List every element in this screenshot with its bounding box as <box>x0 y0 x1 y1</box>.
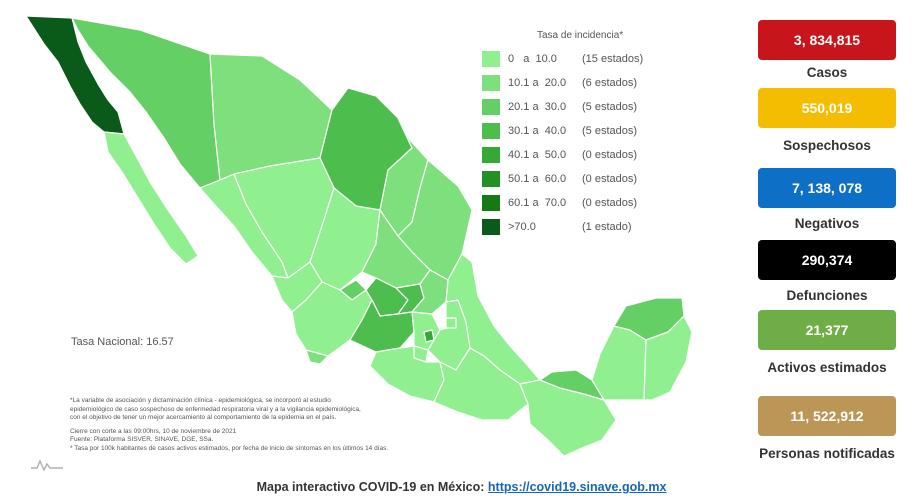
footnote-line: *La variable de asociación y dictaminaci… <box>70 397 331 404</box>
legend-row: 50.1 a 60.0 (0 estados) <box>482 167 682 191</box>
legend-swatch <box>482 147 500 163</box>
footer-link[interactable]: https://covid19.sinave.gob.mx <box>487 480 667 494</box>
legend-range: 0 a 10.0 <box>508 53 557 65</box>
legend-row: >70.0 (1 estado) <box>482 215 682 239</box>
legend-range: 10.1 a 20.0 <box>508 77 567 89</box>
region-quintana-roo <box>643 315 693 401</box>
legend-row: 10.1 a 20.0 (6 estados) <box>482 71 682 95</box>
sinave-logo-icon <box>31 459 63 472</box>
footer-text: Mapa interactivo COVID-19 en México: <box>256 480 485 494</box>
legend-row: 30.1 a 40.0 (5 estados) <box>482 119 682 143</box>
legend-swatch <box>482 51 500 67</box>
legend-range: 60.1 a 70.0 <box>508 197 567 209</box>
stat-label: Negativos <box>794 216 860 231</box>
legend-count: (5 estados) <box>582 101 638 113</box>
region-hidalgo <box>411 269 449 315</box>
footnote-line: epidemiológico de caso sospechoso de enf… <box>70 405 361 413</box>
stat-label: Defunciones <box>786 288 868 303</box>
footnote-line: con el objetivo de tener un mejor acerca… <box>70 414 337 422</box>
region-zacatecas <box>309 187 381 291</box>
stat-label: Personas notificadas <box>759 446 895 461</box>
national-rate: Tasa Nacional: 16.57 <box>71 336 174 348</box>
legend-range: 30.1 a 40.0 <box>508 125 567 137</box>
mexico-incidence-map <box>25 15 693 457</box>
legend-range: 40.1 a 50.0 <box>508 149 567 161</box>
rate-note: * Tasa por 100k habitantes de casos acti… <box>70 444 389 452</box>
stat-label: Activos estimados <box>767 360 887 375</box>
legend-range: 20.1 a 30.0 <box>508 101 567 113</box>
stat-value: 550,019 <box>758 88 896 128</box>
region-baja-california-sur <box>103 131 199 265</box>
region-tlaxcala <box>445 317 457 329</box>
stat-value: 3, 834,815 <box>758 20 896 60</box>
legend-count: (1 estado) <box>582 221 632 233</box>
legend-swatch <box>482 123 500 139</box>
legend-count: (0 estados) <box>582 197 638 209</box>
legend-row: 40.1 a 50.0 (0 estados) <box>482 143 682 167</box>
legend-count: (5 estados) <box>582 125 638 137</box>
region-colima <box>305 349 329 365</box>
legend-swatch <box>482 75 500 91</box>
legend-count: (0 estados) <box>582 173 638 185</box>
footnotes: *La variable de asociación y dictaminaci… <box>70 397 470 454</box>
legend-swatch <box>482 219 500 235</box>
legend-swatch <box>482 195 500 211</box>
legend-range: >70.0 <box>508 221 536 233</box>
stat-label: Casos <box>806 65 848 80</box>
stat-value: 11, 522,912 <box>758 396 896 436</box>
stat-label: Sospechosos <box>783 138 871 153</box>
legend-range: 50.1 a 60.0 <box>508 173 567 185</box>
legend-row: 20.1 a 30.0 (5 estados) <box>482 95 682 119</box>
incidence-legend: Tasa de incidencia* 0 a 10.0 (15 estados)… <box>482 30 682 239</box>
region-campeche <box>591 325 647 401</box>
stat-value: 21,377 <box>758 310 896 350</box>
stat-value: 7, 138, 078 <box>758 168 896 208</box>
stat-value: 290,374 <box>758 240 896 280</box>
source-note: Fuente: Plataforma SISVER, SINAVE, DGE, … <box>70 436 214 444</box>
legend-title: Tasa de incidencia* <box>537 30 624 41</box>
legend-count: (15 estados) <box>582 53 644 65</box>
legend-swatch <box>482 171 500 187</box>
footer: Mapa interactivo COVID-19 en México: htt… <box>0 480 923 494</box>
legend-count: (0 estados) <box>582 149 638 161</box>
legend-swatch <box>482 99 500 115</box>
legend-row: 0 a 10.0 (15 estados) <box>482 47 682 71</box>
region-ciudad-de-mexico <box>423 329 435 343</box>
legend-row: 60.1 a 70.0 (0 estados) <box>482 191 682 215</box>
legend-count: (6 estados) <box>582 77 638 89</box>
cutoff-note: Cierre con corte a las 09:00hrs, 10 de n… <box>70 427 237 435</box>
